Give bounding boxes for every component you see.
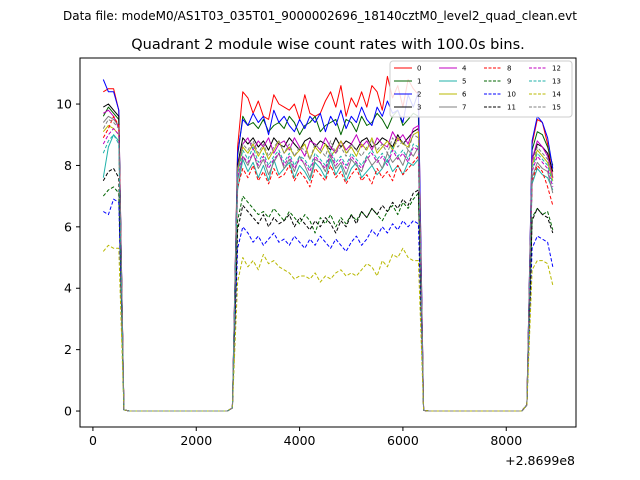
- y-tick-label: 2: [64, 342, 72, 357]
- series-line-8: [102, 115, 554, 412]
- legend-label-9: 9: [507, 78, 511, 86]
- legend-frame: [389, 60, 573, 118]
- series-line-9: [102, 186, 554, 412]
- legend-label-1: 1: [417, 78, 421, 86]
- legend-label-8: 8: [507, 65, 511, 73]
- legend-label-15: 15: [552, 104, 561, 112]
- series-lines: [102, 75, 554, 412]
- y-tick-label: 0: [64, 404, 72, 419]
- series-line-13: [102, 134, 554, 412]
- legend-label-3: 3: [417, 104, 421, 112]
- legend-label-11: 11: [507, 104, 516, 112]
- legend-label-14: 14: [552, 91, 561, 99]
- x-offset-label: +2.8699e8: [505, 453, 575, 468]
- x-tick-label: 6000: [387, 433, 419, 448]
- x-tick-label: 2000: [180, 433, 212, 448]
- figure-suptitle: Data file: modeM0/AS1T03_035T01_90000026…: [63, 9, 577, 23]
- legend-label-2: 2: [417, 91, 421, 99]
- legend-label-12: 12: [552, 65, 561, 73]
- chart-title: Quadrant 2 module wise count rates with …: [131, 37, 525, 53]
- legend-label-5: 5: [462, 78, 466, 86]
- y-tick-label: 8: [64, 158, 72, 173]
- series-line-0: [103, 75, 554, 412]
- legend-label-4: 4: [462, 65, 467, 73]
- legend-label-7: 7: [462, 104, 466, 112]
- series-line-14: [102, 244, 554, 412]
- series-line-5: [102, 134, 554, 412]
- y-tick-label: 10: [56, 97, 72, 112]
- series-line-10: [103, 198, 554, 412]
- y-tick-label: 4: [64, 281, 72, 296]
- legend-label-10: 10: [507, 91, 516, 99]
- series-line-4: [103, 109, 554, 412]
- x-axis: 0 2000 4000 6000 8000: [89, 427, 522, 448]
- legend-label-13: 13: [552, 78, 561, 86]
- axes-frame: [79, 57, 577, 428]
- series-line-1: [102, 106, 554, 412]
- series-line-11: [102, 168, 554, 412]
- plot-area: [79, 57, 577, 428]
- y-axis: 0 2 4 6 8 10: [56, 97, 80, 419]
- legend-label-0: 0: [417, 65, 421, 73]
- series-line-15: [102, 118, 554, 412]
- y-tick-label: 6: [64, 219, 72, 234]
- x-tick-label: 8000: [490, 433, 522, 448]
- x-tick-label: 0: [89, 433, 97, 448]
- x-tick-label: 4000: [284, 433, 316, 448]
- series-line-12: [102, 128, 554, 412]
- legend-label-6: 6: [462, 91, 467, 99]
